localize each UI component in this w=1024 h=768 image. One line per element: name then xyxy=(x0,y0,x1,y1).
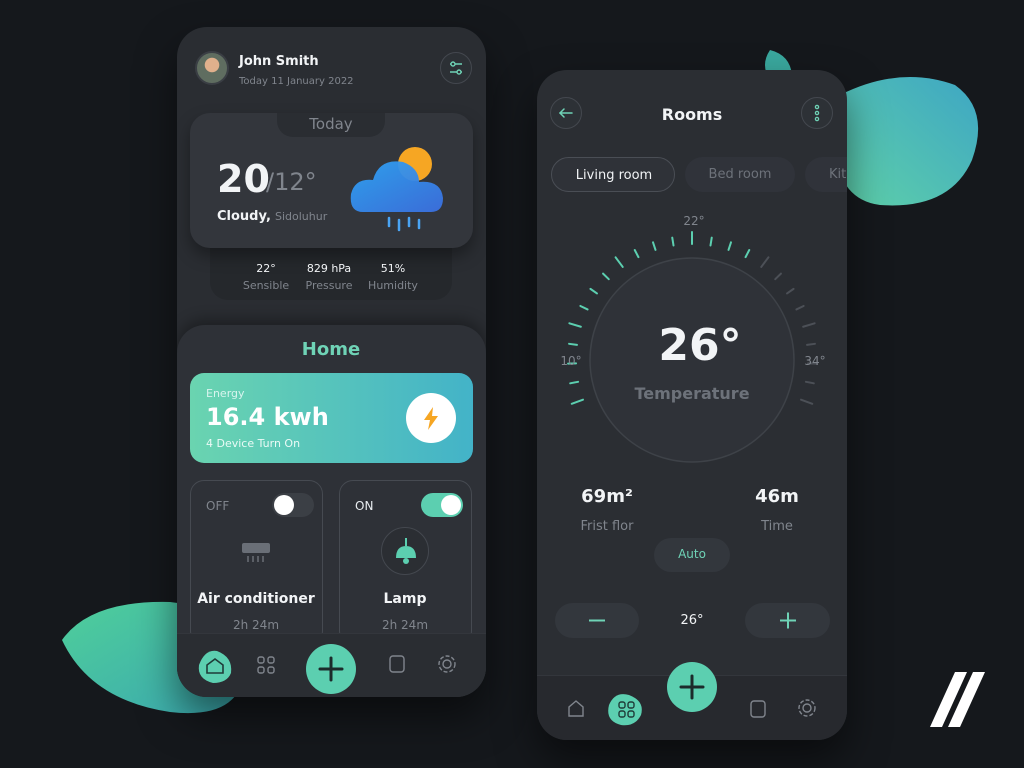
date: Today 11 January 2022 xyxy=(239,76,354,87)
dial-tick xyxy=(795,304,805,311)
dial-min-label: 10° xyxy=(560,354,582,368)
stat-value: 22° xyxy=(256,262,276,275)
device-state: ON xyxy=(355,499,374,513)
toggle-knob xyxy=(274,495,294,515)
stat-label: Pressure xyxy=(305,279,353,292)
temperature-label: Temperature xyxy=(634,384,750,403)
weather-icon xyxy=(350,147,443,232)
screen-title: Rooms xyxy=(661,105,723,124)
room-tab[interactable]: Living room xyxy=(551,157,675,192)
temp-low: /12° xyxy=(266,168,317,196)
dial-tick xyxy=(774,272,782,281)
energy-icon[interactable] xyxy=(406,393,456,443)
dial-tick xyxy=(804,380,815,385)
stat-value: 829 hPa xyxy=(306,262,352,275)
device-time: 2h 24m xyxy=(232,618,280,632)
user-name: John Smith xyxy=(239,54,319,69)
room-label: Bed room xyxy=(708,167,772,182)
dial-tick xyxy=(727,241,733,251)
right-phone: Rooms Living room Bed room Kit 22° 10° 34°… xyxy=(537,70,847,740)
energy-note: 4 Device Turn On xyxy=(206,437,301,450)
device-name: Air conditioner xyxy=(197,591,315,607)
left-phone: John Smith Today 11 January 2022 Today 2… xyxy=(177,27,486,697)
weather-tab xyxy=(277,113,385,137)
energy-value: 16.4 kwh xyxy=(206,403,329,431)
toggle[interactable] xyxy=(421,493,463,517)
stat-label: Sensible xyxy=(242,279,290,292)
room-label: Living room xyxy=(575,168,653,183)
dial-tick xyxy=(802,322,816,328)
condition: Cloudy, xyxy=(217,209,271,224)
home-title: Home xyxy=(301,339,361,360)
dial-tick xyxy=(579,304,589,311)
stat-value: 69m² xyxy=(581,486,633,507)
toggle-knob xyxy=(441,495,461,515)
device-time: 2h 24m xyxy=(381,618,429,632)
dial-tick xyxy=(786,287,795,295)
dial-tick xyxy=(633,249,640,259)
weather-tab-label: Today xyxy=(309,115,353,133)
dial-tick xyxy=(614,256,624,268)
dial-face xyxy=(589,257,795,463)
dial-tick xyxy=(602,272,610,281)
dial-top-label: 22° xyxy=(683,214,705,228)
increase-button[interactable] xyxy=(745,603,830,638)
temperature-value: 26° xyxy=(658,320,742,371)
dial-tick xyxy=(651,241,657,251)
temp-high: 20 xyxy=(217,157,270,201)
room-tab[interactable]: Kit xyxy=(805,157,847,192)
dial-tick xyxy=(569,380,580,385)
energy-label: Energy xyxy=(206,387,245,400)
decrease-button[interactable] xyxy=(555,603,639,638)
weather-stats-panel xyxy=(210,248,452,300)
room-label: Kit xyxy=(829,167,847,182)
filter-button[interactable] xyxy=(440,52,472,84)
dial-tick xyxy=(760,256,770,268)
setpoint: 26° xyxy=(680,613,704,628)
mode-label: Auto xyxy=(678,547,706,561)
dial-tick xyxy=(744,249,751,259)
stat-label: Time xyxy=(761,519,793,534)
mode-pill[interactable] xyxy=(654,538,730,572)
nav-icons xyxy=(198,644,456,694)
avatar[interactable] xyxy=(195,51,229,85)
device-icon xyxy=(232,527,280,575)
dial-tick xyxy=(671,236,675,247)
stat-label: Humidity xyxy=(368,279,418,292)
back-button[interactable] xyxy=(550,97,582,129)
dial-tick xyxy=(568,342,578,346)
dial-max-label: 34° xyxy=(804,354,826,368)
blob xyxy=(835,77,979,206)
dial-tick xyxy=(800,398,814,405)
dial-tick xyxy=(570,398,584,405)
stat-value: 51% xyxy=(380,262,406,275)
dial-tick xyxy=(589,287,598,295)
dial xyxy=(567,231,817,463)
location: Sidoluhur xyxy=(275,210,328,223)
device-name: Lamp xyxy=(383,591,427,607)
device-state: OFF xyxy=(206,499,230,513)
stat-label: Frist flor xyxy=(580,519,634,534)
logo xyxy=(930,672,985,727)
toggle[interactable] xyxy=(272,493,314,517)
menu-button[interactable] xyxy=(801,97,833,129)
stat-value: 46m xyxy=(755,486,799,507)
room-tab[interactable]: Bed room xyxy=(685,157,795,192)
dial-tick xyxy=(568,322,582,328)
device-icon xyxy=(381,527,429,575)
dial-tick xyxy=(709,236,713,247)
nav-icons xyxy=(568,662,816,726)
dial-tick xyxy=(806,342,816,346)
